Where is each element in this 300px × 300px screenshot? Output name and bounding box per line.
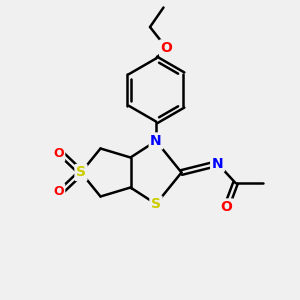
Text: O: O [160, 41, 172, 55]
Text: O: O [53, 147, 64, 161]
Text: O: O [53, 184, 64, 198]
Text: N: N [212, 157, 223, 170]
Text: S: S [151, 197, 161, 211]
Text: O: O [220, 200, 232, 214]
Text: N: N [150, 134, 162, 148]
Text: S: S [76, 166, 86, 179]
